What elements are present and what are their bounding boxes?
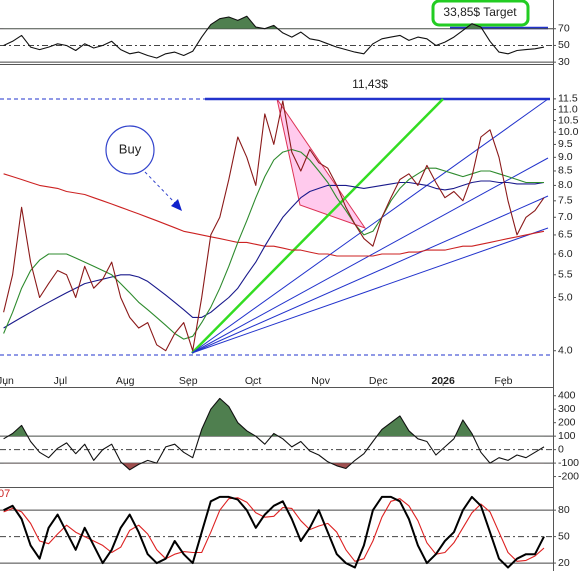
y-tick-label: 6.0 (558, 248, 573, 260)
y-tick-label: 11.0 (558, 103, 578, 115)
target-label: 33,85$ Target (443, 5, 517, 19)
series-line (3, 100, 545, 352)
y-tick-label: 10.5 (558, 114, 579, 126)
x-tick-label: 2026 (431, 375, 455, 387)
fan-line (191, 227, 549, 354)
series-line (3, 148, 544, 340)
y-tick-label: 9.0 (558, 151, 573, 163)
series-line (3, 15, 545, 59)
series-line (3, 180, 545, 329)
y-tick-label: 7.5 (558, 195, 573, 207)
y-tick-label: 200 (558, 416, 576, 428)
y-tick-label: 0 (558, 443, 564, 455)
fan-line-green (191, 98, 444, 354)
x-tick-label: Sep (179, 375, 198, 387)
y-tick-label: 6.5 (558, 229, 573, 241)
y-tick-label: 30 (558, 56, 570, 68)
buy-label: Buy (119, 141, 142, 156)
y-tick-label: 8.5 (558, 165, 573, 177)
series-line (3, 397, 545, 471)
buy-arrowhead (171, 199, 182, 211)
fan-line (191, 195, 549, 354)
y-tick-label: 20 (558, 557, 570, 569)
y-tick-label: 4.0 (558, 345, 573, 357)
x-tick-label: Feb (494, 375, 512, 387)
y-tick-label: 5.0 (558, 291, 573, 303)
y-tick-label: 5.5 (558, 269, 573, 281)
y-tick-label: 100 (558, 430, 576, 442)
x-tick-label: Nov (311, 375, 330, 387)
x-tick-label: Jul (54, 375, 67, 387)
y-tick-label: 11.5 (558, 93, 578, 105)
price-annotation: 11,43$ (352, 77, 388, 91)
corner-label: 07 (0, 488, 10, 500)
series-line (3, 497, 545, 562)
x-tick-label: Jun (0, 375, 14, 387)
y-tick-label: 50 (558, 39, 570, 51)
y-tick-label: -200 (558, 470, 579, 482)
overbought-fill (3, 16, 544, 29)
target-box (431, 0, 530, 27)
overbought-fill (8, 398, 474, 437)
y-tick-label: 50 (558, 530, 570, 542)
y-tick-label: 10.0 (558, 126, 579, 138)
x-tick-label: Oct (245, 375, 261, 387)
series-line (3, 173, 545, 257)
y-tick-label: 9.5 (558, 138, 573, 150)
x-tick-label: Aug (116, 375, 135, 387)
y-tick-label: 80 (558, 504, 570, 516)
y-tick-label: 400 (558, 390, 576, 402)
y-tick-label: 300 (558, 403, 576, 415)
y-tick-label: 8.0 (558, 179, 573, 191)
drawings (0, 0, 550, 356)
buy-arrow (144, 171, 177, 205)
x-tick-label: Dec (369, 375, 388, 387)
series-line (3, 495, 545, 569)
y-tick-label: 70 (558, 23, 570, 35)
buy-circle (105, 125, 155, 175)
y-tick-label: -100 (558, 457, 579, 469)
fan-line (191, 98, 549, 354)
y-tick-label: 7.0 (558, 211, 573, 223)
